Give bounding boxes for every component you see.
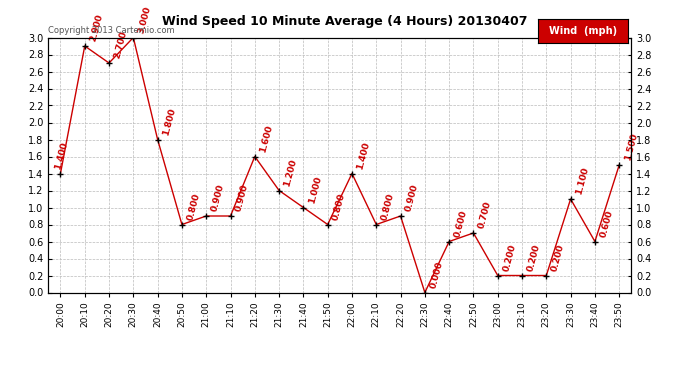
Text: 0.800: 0.800 bbox=[331, 192, 347, 221]
Text: 1.600: 1.600 bbox=[259, 124, 275, 153]
Text: 3.000: 3.000 bbox=[137, 5, 153, 34]
Text: Copyright 2013 Cartemio.com: Copyright 2013 Cartemio.com bbox=[48, 26, 175, 35]
Text: 2.700: 2.700 bbox=[112, 30, 128, 60]
Text: 0.200: 0.200 bbox=[526, 243, 542, 272]
Text: 0.600: 0.600 bbox=[453, 209, 469, 238]
Text: 0.900: 0.900 bbox=[404, 183, 420, 213]
Text: 0.900: 0.900 bbox=[234, 183, 250, 213]
Text: 1.000: 1.000 bbox=[307, 175, 323, 204]
Text: 1.400: 1.400 bbox=[355, 141, 372, 170]
Text: 0.800: 0.800 bbox=[380, 192, 396, 221]
Text: 1.100: 1.100 bbox=[574, 166, 590, 196]
Text: 1.500: 1.500 bbox=[623, 132, 639, 162]
Text: 0.800: 0.800 bbox=[186, 192, 201, 221]
Text: 0.200: 0.200 bbox=[550, 243, 566, 272]
Text: 0.700: 0.700 bbox=[477, 200, 493, 230]
Text: 1.200: 1.200 bbox=[283, 158, 299, 187]
Text: 0.200: 0.200 bbox=[502, 243, 518, 272]
Text: 1.400: 1.400 bbox=[53, 141, 69, 170]
Text: 0.000: 0.000 bbox=[428, 260, 444, 289]
Text: Wind  (mph): Wind (mph) bbox=[549, 26, 617, 36]
Text: 0.900: 0.900 bbox=[210, 183, 226, 213]
Text: 2.900: 2.900 bbox=[88, 13, 104, 43]
Text: 1.800: 1.800 bbox=[161, 106, 177, 136]
Text: 0.600: 0.600 bbox=[598, 209, 615, 238]
Text: Wind Speed 10 Minute Average (4 Hours) 20130407: Wind Speed 10 Minute Average (4 Hours) 2… bbox=[162, 15, 528, 28]
